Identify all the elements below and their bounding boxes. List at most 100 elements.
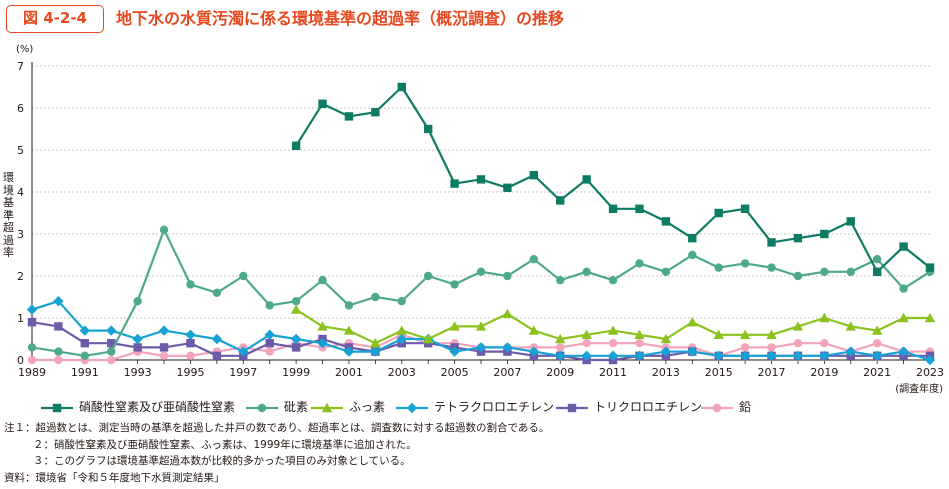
series-4-point-2009 [555, 350, 566, 361]
series-3-point-2008 [528, 325, 540, 335]
legend-item-4: テトラクロロエチレン [395, 398, 554, 416]
series-2-point-2011 [608, 276, 618, 285]
series-4-point-1996 [211, 333, 223, 345]
x-tick-label-2001: 2001 [335, 366, 363, 379]
series-3-point-2016 [739, 329, 751, 339]
figure-notes: 注１：超過数とは、測定当時の基準を超過した井戸の数であり、超過率とは、調査数に対… [4, 420, 549, 486]
x-tick-label-2023: 2023 [916, 366, 944, 379]
series-2-point-1999 [291, 297, 301, 306]
series-1-point-2017 [767, 238, 776, 247]
series-2-point-1997 [239, 271, 248, 281]
x-tick-label-1991: 1991 [71, 366, 99, 379]
series-1-point-2016 [740, 204, 750, 213]
series-6-point-2009 [556, 343, 565, 352]
series-1-point-2023 [925, 263, 935, 272]
x-tick-label-2003: 2003 [388, 366, 416, 379]
series-2-point-1998 [265, 301, 274, 310]
y-tick-label-1: 1 [17, 312, 24, 325]
series-4-point-2014 [687, 346, 698, 357]
series-1-point-2015 [714, 208, 723, 218]
series-2-point-2008 [529, 255, 539, 264]
legend-label-2: 砒素 [284, 400, 309, 414]
series-5-point-1991 [80, 339, 90, 348]
series-1-point-2001 [344, 112, 354, 121]
y-tick-label-7: 7 [17, 60, 24, 73]
series-5-point-1993 [133, 343, 142, 352]
series-2-point-2002 [371, 292, 380, 302]
series-6-point-1990 [54, 355, 63, 365]
series-6-point-1989 [27, 355, 37, 365]
series-4-point-1999 [290, 333, 302, 345]
series-2-point-2013 [661, 267, 671, 276]
series-2-point-2021 [872, 255, 882, 264]
series-2-point-2005 [450, 280, 459, 289]
series-6-point-2018 [793, 339, 803, 348]
line-chart: 0 1 2 3 4 5 6 7 1989 1991 1993 1995 1997 1999 2001 2003… [17, 60, 944, 379]
series-4-point-2019 [819, 350, 830, 361]
series-4-point-2023 [924, 354, 936, 366]
series-3-point-2022 [898, 312, 909, 323]
series-4-point-2007 [502, 342, 513, 353]
legend-swatch-5 [556, 403, 588, 412]
x-tick-label-2011: 2011 [599, 366, 627, 379]
y-tick-label-6: 6 [17, 102, 24, 115]
series-6-point-2012 [635, 339, 644, 348]
y-tick-label-4: 4 [17, 186, 24, 199]
series-3-point-2013 [660, 333, 672, 344]
series-1-point-2000 [318, 99, 327, 108]
x-axis-unit: (調査年度) [895, 384, 943, 395]
note-1: 注１：超過数とは、測定当時の基準を超過した井戸の数であり、超過率とは、調査数に対… [4, 420, 549, 437]
y-tick-label-0: 0 [17, 354, 24, 367]
series-2-point-2006 [476, 267, 486, 276]
series-2-point-1990 [54, 347, 63, 356]
series-2-point-2009 [556, 276, 565, 285]
series-6-point-1992 [107, 355, 116, 365]
series-2-line [31, 228, 931, 357]
x-tick-label-2005: 2005 [441, 366, 469, 379]
series-2-point-2004 [423, 271, 433, 281]
series-4-point-2020 [845, 346, 856, 357]
series-4-point-2015 [713, 350, 724, 361]
series-3-point-2007 [502, 308, 513, 318]
series-6-point-1995 [186, 351, 195, 360]
series-1-point-2021 [872, 267, 882, 276]
series-5-point-1999 [291, 343, 301, 352]
series-6-point-1998 [265, 347, 274, 356]
series-2-point-2001 [344, 301, 354, 310]
x-tick-label-1999: 1999 [282, 366, 310, 379]
series-1-line [295, 85, 931, 273]
series-4-point-1994 [158, 325, 170, 336]
series-2-point-2020 [846, 267, 855, 276]
legend-item-2: 砒素 [245, 398, 308, 416]
series-5-point-1994 [159, 343, 169, 352]
series-1-point-2010 [582, 175, 591, 184]
x-tick-label-2007: 2007 [493, 366, 521, 379]
series-4-point-2018 [792, 350, 804, 361]
y-axis-unit: (%) [16, 44, 34, 55]
x-tick-label-2013: 2013 [652, 366, 680, 379]
series-6-point-1994 [159, 351, 169, 360]
series-3-point-2021 [871, 325, 883, 335]
legend-label-4: テトラクロロエチレン [434, 400, 555, 414]
legend-item-5: トリクロロエチレン [555, 398, 702, 416]
series-2-point-2019 [820, 267, 829, 276]
series-3-point-2010 [581, 329, 592, 339]
legend-swatch-1 [41, 403, 73, 412]
series-4-point-2001 [343, 346, 355, 357]
y-tick-label-5: 5 [17, 144, 24, 157]
series-2-point-2014 [688, 250, 697, 260]
series-2 [27, 225, 935, 360]
legend-label-5: トリクロロエチレン [594, 400, 703, 414]
note-label: 注１： [4, 422, 36, 434]
y-axis-title: 環境基準超過率 [3, 171, 14, 259]
series-4-point-2021 [871, 350, 883, 361]
series-5-point-1995 [186, 339, 195, 348]
x-tick-label-2021: 2021 [863, 366, 891, 379]
series-6-point-2016 [740, 343, 750, 352]
x-tick-label-1997: 1997 [229, 366, 257, 379]
series-4-point-2006 [475, 342, 487, 353]
series-2-point-2017 [767, 263, 776, 272]
series-4-point-2002 [370, 346, 381, 357]
series-4-point-2005 [449, 346, 460, 357]
x-tick-label-1989: 1989 [18, 366, 46, 379]
